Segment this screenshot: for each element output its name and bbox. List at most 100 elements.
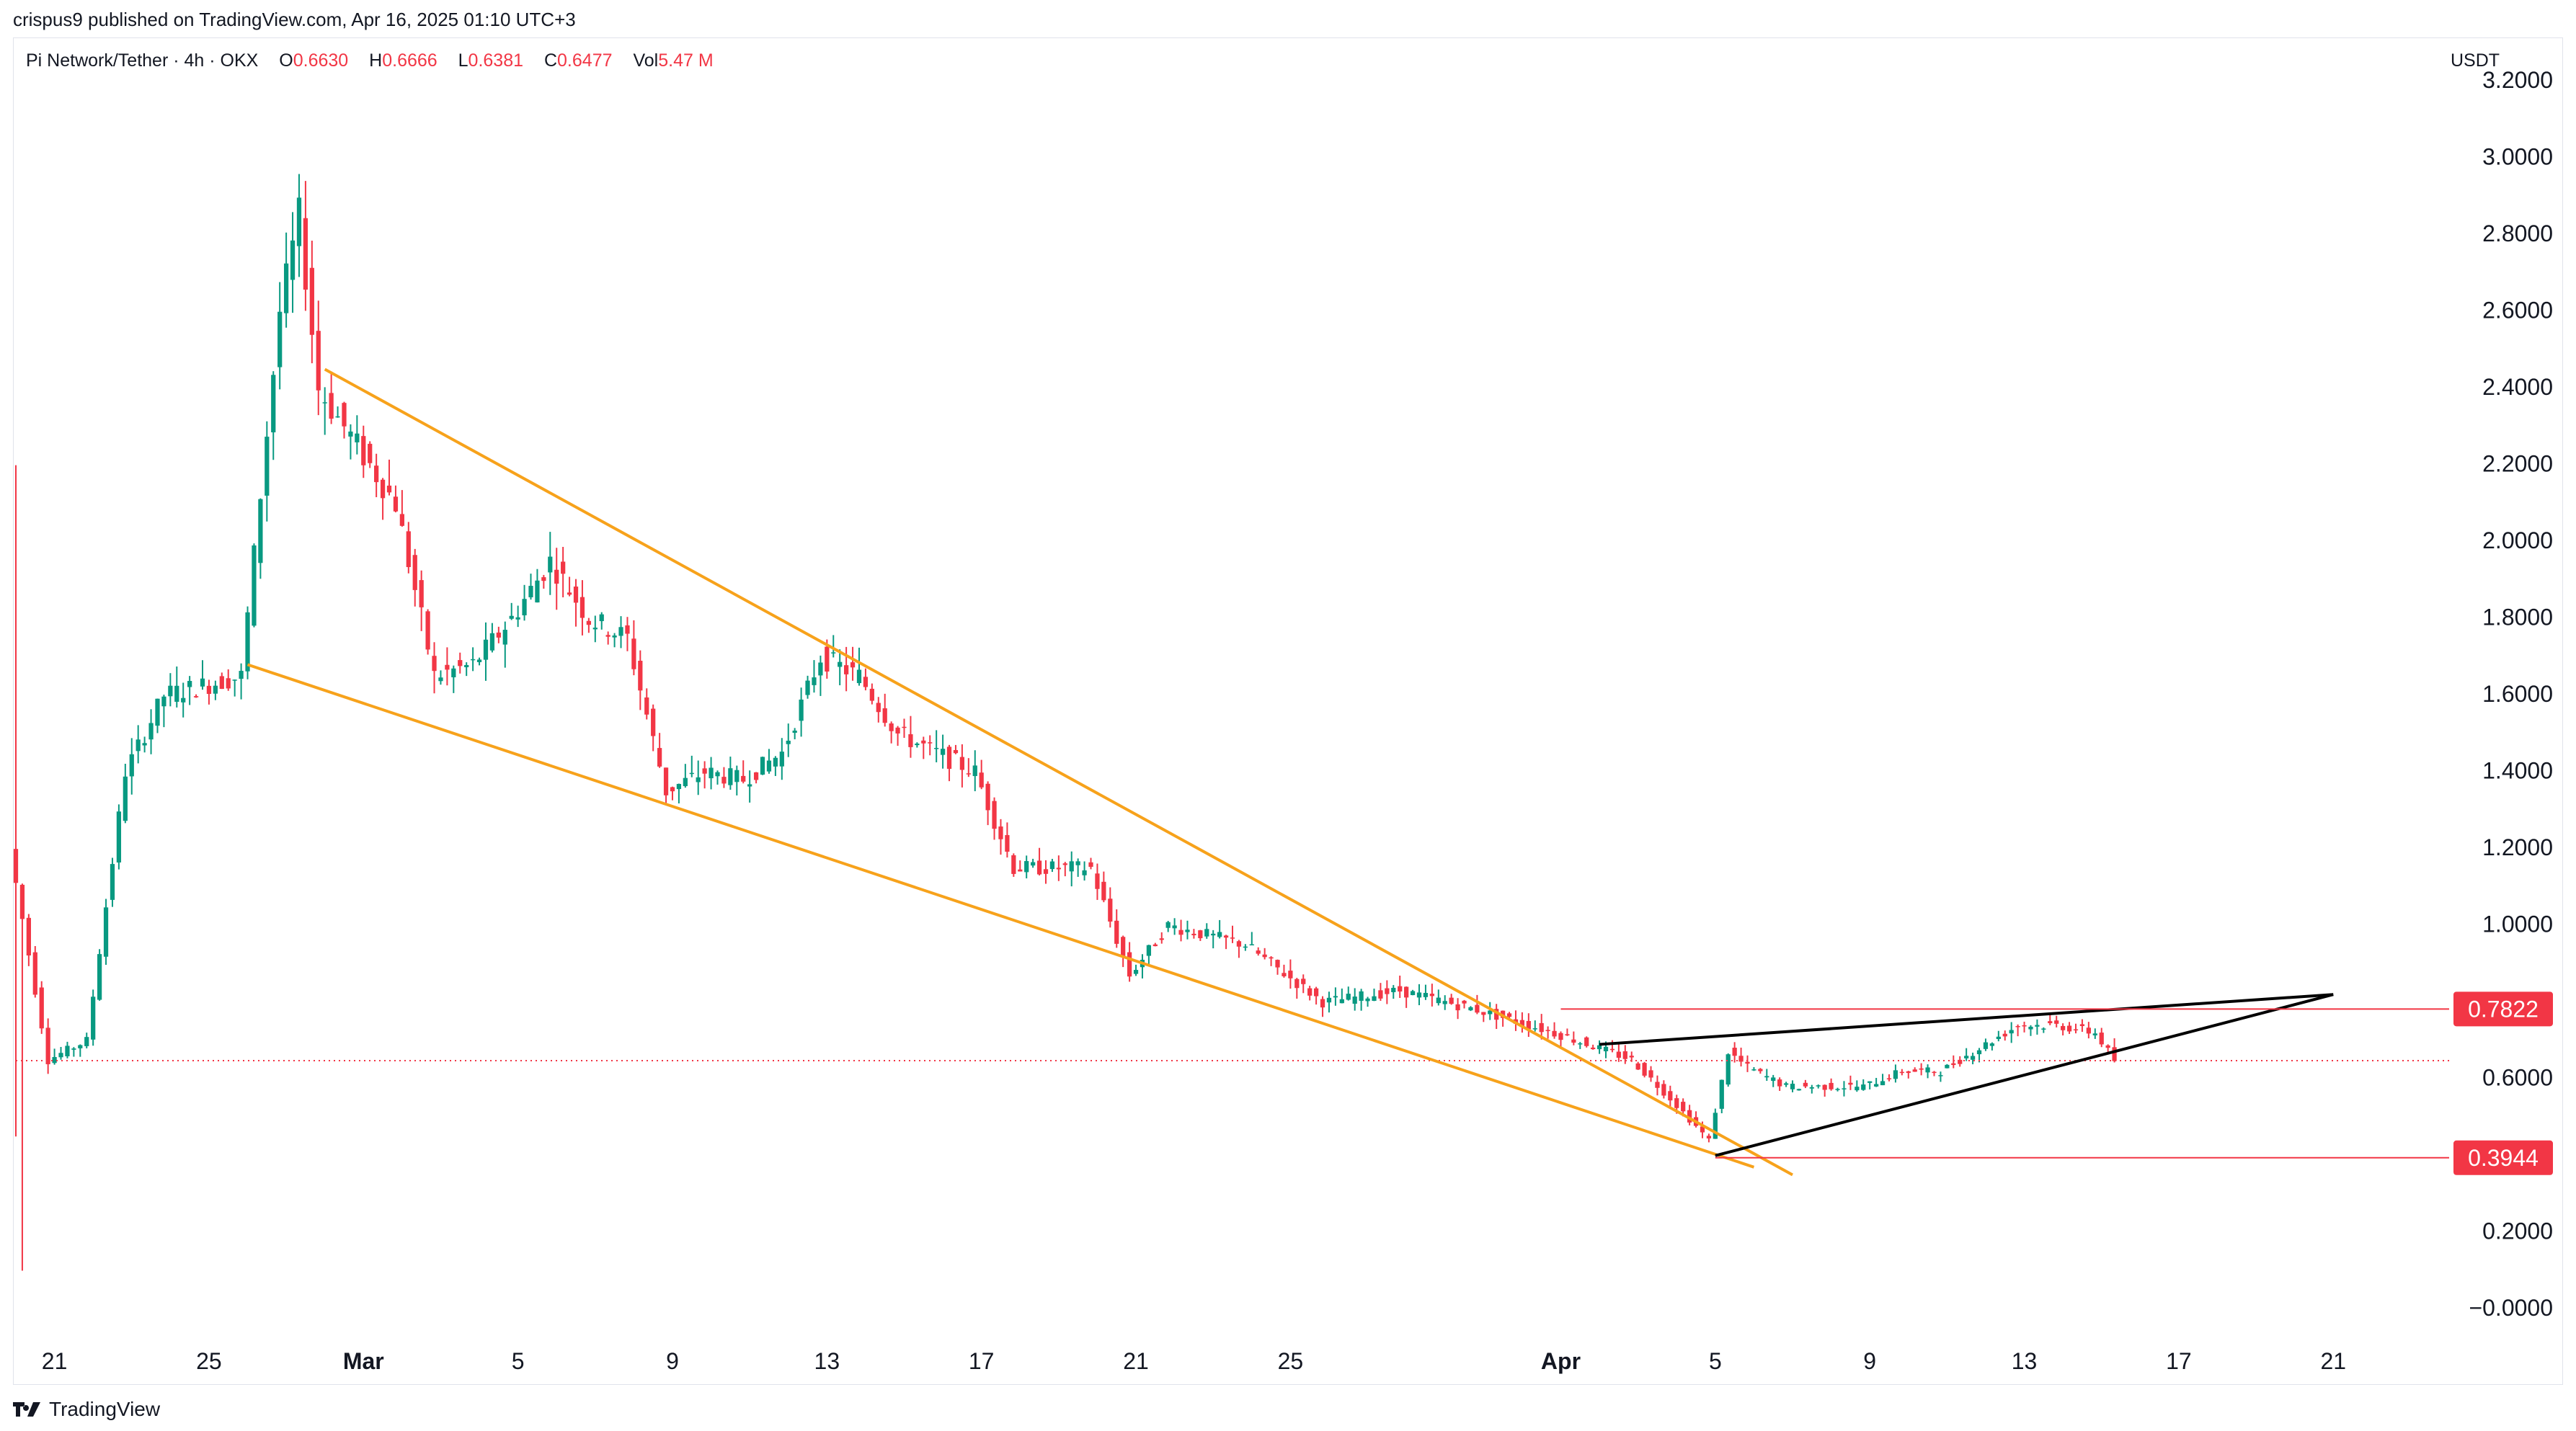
tradingview-brand: TradingView: [49, 1398, 161, 1420]
candle-body: [1468, 1007, 1473, 1011]
candle-body: [1751, 1069, 1756, 1071]
candle-body: [831, 652, 836, 654]
candle-body: [567, 592, 572, 595]
candle-body: [2002, 1033, 2007, 1037]
candle-body: [116, 811, 122, 863]
candle-body: [296, 197, 302, 246]
candle-body: [1506, 1013, 1512, 1017]
candle-body: [1095, 873, 1100, 889]
volume-label: Vol: [633, 50, 659, 71]
candle-body: [1294, 978, 1300, 989]
y-tick-label: 2.4000: [2482, 374, 2553, 400]
candle-body: [805, 680, 810, 695]
candle-body: [921, 740, 926, 744]
candle-body: [438, 677, 443, 682]
tradingview-logo[interactable]: TradingView: [13, 1395, 160, 1424]
candle-body: [1912, 1069, 1917, 1072]
candle-body: [838, 661, 843, 667]
candle-body: [123, 776, 128, 821]
candle-body: [1056, 868, 1061, 870]
candle-body: [825, 646, 830, 672]
candle-body: [496, 632, 501, 638]
candle-body: [1893, 1070, 1898, 1079]
price-tag: [2453, 991, 2553, 1027]
candle-body: [541, 577, 546, 581]
candle-body: [380, 479, 386, 499]
y-tick-label: 1.6000: [2482, 681, 2553, 707]
y-tick-label: 2.6000: [2482, 298, 2553, 324]
candle-body: [1062, 863, 1067, 865]
candle-body: [573, 587, 579, 603]
candle-body: [1011, 855, 1016, 874]
candle-body: [187, 681, 192, 687]
candle-body: [992, 801, 997, 829]
candle-body: [110, 864, 115, 900]
candle-body: [1069, 861, 1074, 872]
candle-body: [779, 752, 784, 767]
candle-body: [52, 1056, 57, 1064]
y-tick-label: 3.2000: [2482, 67, 2553, 93]
y-tick-label: 1.2000: [2482, 834, 2553, 860]
candle-body: [586, 620, 592, 625]
candle-body: [2009, 1030, 2014, 1034]
price-tag-label: 0.3944: [2468, 1145, 2539, 1171]
close-value: 0.6477: [557, 50, 613, 71]
candle-body: [32, 952, 37, 995]
y-tick-label: 2.2000: [2482, 451, 2553, 477]
y-tick-label: 1.4000: [2482, 757, 2553, 783]
candle-body: [265, 437, 270, 496]
candle-body: [470, 659, 476, 661]
candle-body: [663, 767, 669, 795]
candle-body: [773, 757, 778, 767]
candle-body: [753, 772, 759, 780]
candle-body: [1191, 933, 1196, 935]
candle-body: [1661, 1084, 1666, 1096]
candle-body: [271, 375, 276, 433]
candle-body: [58, 1053, 63, 1058]
candle-body: [1326, 997, 1332, 1003]
currency-unit[interactable]: USDT: [2451, 50, 2500, 71]
y-tick-label: 1.8000: [2482, 605, 2553, 630]
candle-body: [1526, 1020, 1531, 1030]
candle-body: [368, 443, 373, 463]
candle-body: [1565, 1034, 1570, 1035]
candle-body: [136, 739, 141, 752]
candle-body: [1629, 1056, 1634, 1058]
candle-body: [1771, 1077, 1776, 1082]
candle-body: [1114, 920, 1119, 944]
candle-body: [1282, 973, 1287, 976]
candle-body: [1049, 861, 1055, 870]
candle-body: [1719, 1079, 1724, 1109]
candle-body: [1339, 999, 1344, 1004]
candle-body: [683, 777, 688, 787]
candle-body: [1378, 990, 1383, 999]
candle-body: [1873, 1084, 1879, 1087]
candle-body: [483, 639, 489, 660]
candle-body: [1796, 1089, 1802, 1091]
candle-body: [689, 772, 694, 775]
candle-body: [1165, 922, 1171, 928]
candle-body: [1031, 862, 1036, 866]
candle-body: [1681, 1102, 1686, 1112]
candle-body: [1416, 992, 1422, 998]
x-tick-label: 17: [969, 1348, 995, 1374]
candle-body: [1970, 1056, 1976, 1060]
candle-body: [2092, 1033, 2097, 1035]
candle-body: [1596, 1045, 1602, 1050]
candle-body: [13, 849, 19, 883]
candle-body: [200, 678, 205, 687]
x-tick-label: 21: [1123, 1348, 1149, 1374]
y-tick-label: 0.2000: [2482, 1218, 2553, 1244]
candle-body: [1919, 1068, 1924, 1070]
candle-body: [1217, 932, 1222, 937]
candle-body: [1545, 1030, 1550, 1031]
candle-body: [1816, 1085, 1821, 1087]
candle-body: [1932, 1071, 1937, 1074]
candle-body: [1101, 881, 1106, 901]
candle-body: [1861, 1084, 1866, 1090]
candle-body: [863, 677, 869, 687]
candle-body: [934, 748, 939, 749]
candle-body: [1352, 997, 1357, 1004]
candle-body: [515, 617, 520, 620]
